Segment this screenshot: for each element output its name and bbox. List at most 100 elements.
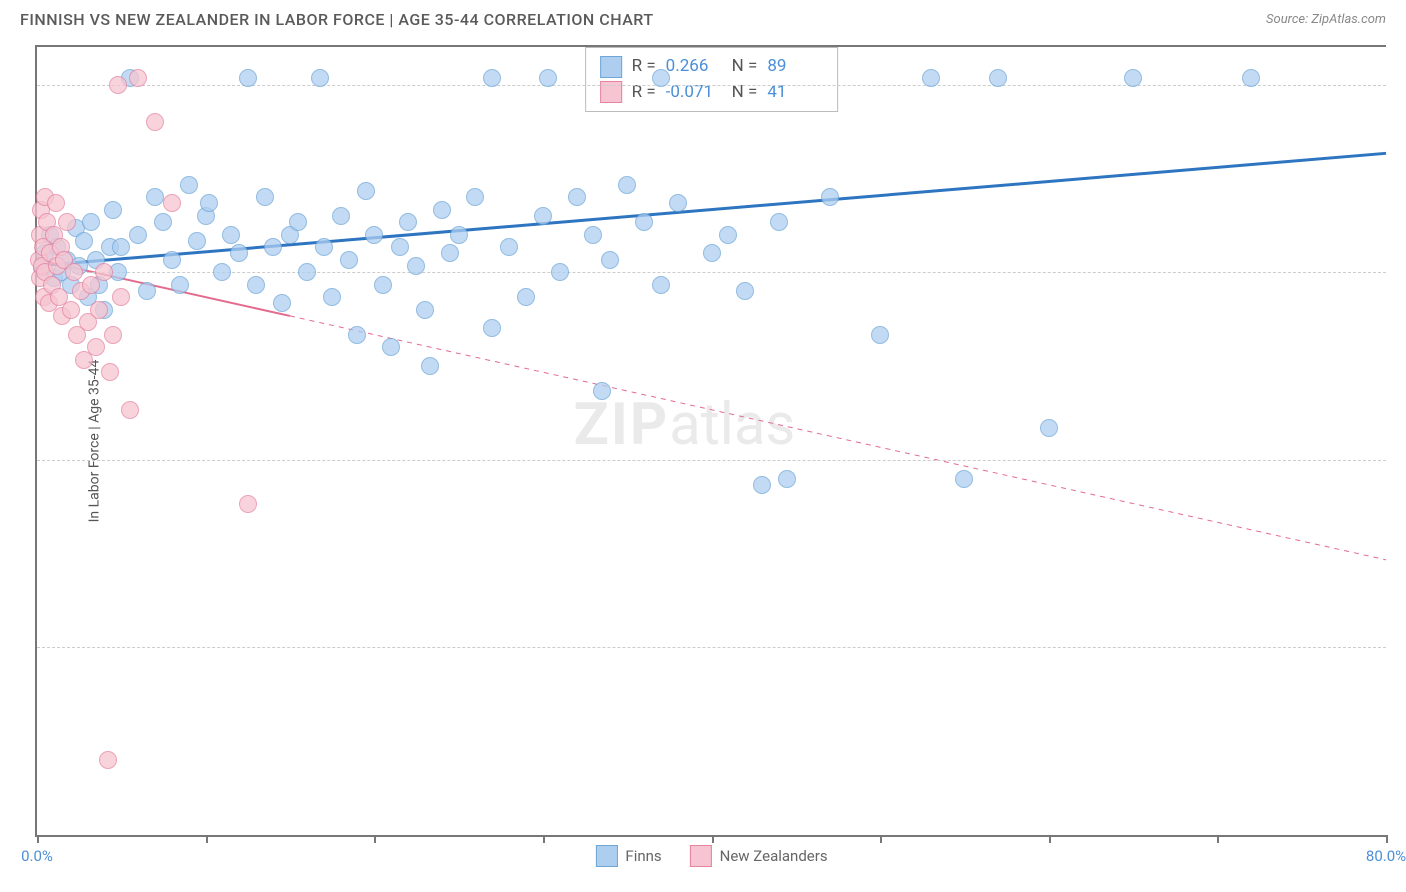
x-tick xyxy=(374,835,376,843)
data-point-newzealanders xyxy=(239,495,257,513)
data-point-finns xyxy=(416,301,434,319)
data-point-finns xyxy=(382,338,400,356)
data-point-finns xyxy=(1040,419,1058,437)
data-point-finns xyxy=(778,470,796,488)
data-point-newzealanders xyxy=(65,263,83,281)
data-point-finns xyxy=(374,276,392,294)
gridline xyxy=(37,85,1386,86)
data-point-finns xyxy=(753,476,771,494)
data-point-newzealanders xyxy=(87,338,105,356)
data-point-finns xyxy=(955,470,973,488)
legend-item: Finns xyxy=(595,845,661,867)
data-point-newzealanders xyxy=(121,401,139,419)
scatter-chart: In Labor Force | Age 35-44 ZIPatlas R =0… xyxy=(35,45,1386,837)
r-value: 0.266 xyxy=(666,54,722,80)
data-point-finns xyxy=(635,213,653,231)
data-point-finns xyxy=(669,194,687,212)
y-tick-label: 100.0% xyxy=(1396,76,1406,94)
data-point-finns xyxy=(264,238,282,256)
data-point-finns xyxy=(551,263,569,281)
data-point-finns xyxy=(584,226,602,244)
y-tick-label: 55.0% xyxy=(1396,638,1406,656)
data-point-finns xyxy=(568,188,586,206)
data-point-newzealanders xyxy=(129,69,147,87)
correlation-box: R =0.266N =89R =-0.071N =41 xyxy=(585,47,839,112)
data-point-newzealanders xyxy=(47,194,65,212)
data-point-finns xyxy=(399,213,417,231)
legend-swatch xyxy=(600,56,622,78)
data-point-finns xyxy=(323,288,341,306)
legend-label: New Zealanders xyxy=(720,847,828,865)
data-point-finns xyxy=(618,176,636,194)
data-point-newzealanders xyxy=(99,751,117,769)
data-point-finns xyxy=(703,244,721,262)
source-label: Source: ZipAtlas.com xyxy=(1266,12,1386,27)
data-point-finns xyxy=(989,69,1007,87)
data-point-finns xyxy=(365,226,383,244)
chart-title: FINNISH VS NEW ZEALANDER IN LABOR FORCE … xyxy=(20,10,654,29)
data-point-finns xyxy=(256,188,274,206)
data-point-finns xyxy=(180,176,198,194)
data-point-finns xyxy=(500,238,518,256)
data-point-newzealanders xyxy=(104,326,122,344)
correlation-row: R =0.266N =89 xyxy=(600,54,824,80)
x-tick-label: 80.0% xyxy=(1366,847,1406,865)
data-point-newzealanders xyxy=(90,301,108,319)
n-value: 89 xyxy=(767,54,823,80)
data-point-finns xyxy=(421,357,439,375)
x-tick xyxy=(37,835,39,843)
data-point-finns xyxy=(146,188,164,206)
x-tick xyxy=(1386,835,1388,843)
data-point-finns xyxy=(719,226,737,244)
data-point-finns xyxy=(517,288,535,306)
correlation-row: R =-0.071N =41 xyxy=(600,80,824,106)
data-point-finns xyxy=(75,232,93,250)
data-point-newzealanders xyxy=(58,213,76,231)
data-point-finns xyxy=(129,226,147,244)
legend-label: Finns xyxy=(625,847,661,865)
data-point-finns xyxy=(298,263,316,281)
data-point-finns xyxy=(433,201,451,219)
data-point-finns xyxy=(871,326,889,344)
legend: Finns New Zealanders xyxy=(595,845,827,867)
data-point-finns xyxy=(1242,69,1260,87)
data-point-finns xyxy=(163,251,181,269)
data-point-finns xyxy=(273,294,291,312)
data-point-finns xyxy=(391,238,409,256)
data-point-finns xyxy=(601,251,619,269)
gridline xyxy=(37,647,1386,648)
data-point-finns xyxy=(200,194,218,212)
data-point-newzealanders xyxy=(163,194,181,212)
data-point-finns xyxy=(171,276,189,294)
data-point-finns xyxy=(466,188,484,206)
data-point-finns xyxy=(441,244,459,262)
x-tick xyxy=(712,835,714,843)
data-point-newzealanders xyxy=(146,113,164,131)
data-point-finns xyxy=(407,257,425,275)
data-point-finns xyxy=(770,213,788,231)
r-label: R = xyxy=(632,80,656,106)
y-tick-label: 85.0% xyxy=(1396,263,1406,281)
data-point-finns xyxy=(289,213,307,231)
data-point-finns xyxy=(736,282,754,300)
data-point-newzealanders xyxy=(62,301,80,319)
data-point-finns xyxy=(340,251,358,269)
data-point-newzealanders xyxy=(109,76,127,94)
data-point-finns xyxy=(1124,69,1142,87)
x-tick xyxy=(543,835,545,843)
data-point-finns xyxy=(213,263,231,281)
data-point-finns xyxy=(112,238,130,256)
data-point-newzealanders xyxy=(101,363,119,381)
data-point-finns xyxy=(82,213,100,231)
data-point-finns xyxy=(315,238,333,256)
trend-line-dashed-newzealanders xyxy=(290,316,1386,560)
data-point-finns xyxy=(154,213,172,231)
gridline xyxy=(37,460,1386,461)
x-tick xyxy=(880,835,882,843)
data-point-finns xyxy=(357,182,375,200)
data-point-finns xyxy=(539,69,557,87)
data-point-finns xyxy=(311,69,329,87)
r-value: -0.071 xyxy=(666,80,722,106)
data-point-finns xyxy=(104,201,122,219)
data-point-finns xyxy=(222,226,240,244)
